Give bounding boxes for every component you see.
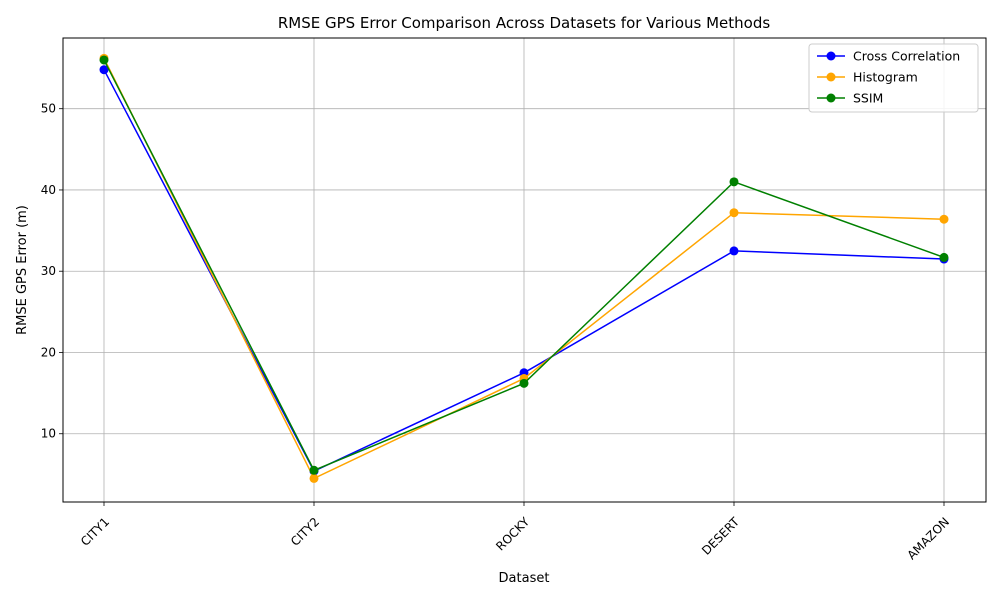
legend-item: Cross Correlation <box>817 49 960 64</box>
chart-title: RMSE GPS Error Comparison Across Dataset… <box>278 14 771 32</box>
legend-label: Histogram <box>853 70 918 85</box>
x-tick-label: CITY1 <box>78 515 112 549</box>
legend-item: Histogram <box>817 70 918 85</box>
legend-label: SSIM <box>853 91 883 106</box>
legend-label: Cross Correlation <box>853 49 960 64</box>
y-tick-label: 20 <box>41 345 56 359</box>
x-tick-label: DESERT <box>699 514 742 557</box>
series-lines <box>99 53 949 483</box>
legend: Cross Correlation Histogram SSIM <box>808 43 979 113</box>
data-point <box>729 208 739 218</box>
data-point <box>99 65 109 75</box>
data-point <box>939 214 949 224</box>
plot-area <box>62 37 987 503</box>
data-point <box>309 473 319 483</box>
legend-marker <box>826 72 836 82</box>
y-tick-label: 30 <box>41 264 56 278</box>
x-axis-label: Dataset <box>499 571 550 586</box>
legend-marker <box>826 93 836 103</box>
x-tick-label: ROCKY <box>493 514 532 553</box>
x-tick-label: AMAZON <box>904 515 952 563</box>
data-point <box>729 246 739 256</box>
legend-marker <box>826 51 836 61</box>
data-point <box>99 55 109 65</box>
legend-box <box>808 43 979 113</box>
axis-ticks: CITY1 CITY2 ROCKY DESERT AMAZON 10 20 30 40 50 <box>41 102 952 563</box>
legend-item: SSIM <box>817 91 883 106</box>
x-tick-label: CITY2 <box>288 515 322 549</box>
data-point <box>729 177 739 187</box>
series <box>99 55 949 475</box>
data-point <box>939 252 949 262</box>
y-tick-label: 40 <box>41 183 56 197</box>
y-tick-label: 10 <box>41 427 56 441</box>
data-point <box>519 378 529 388</box>
y-tick-label: 50 <box>41 102 56 116</box>
y-axis-label: RMSE GPS Error (m) <box>15 205 30 335</box>
data-point <box>309 465 319 475</box>
